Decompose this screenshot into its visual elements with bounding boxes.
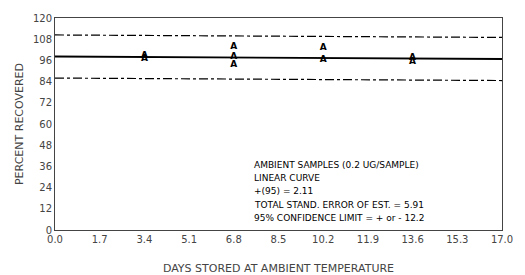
svg-text:LINEAR CURVE: LINEAR CURVE <box>254 173 320 183</box>
svg-text:1.7: 1.7 <box>92 234 108 245</box>
svg-text:8.5: 8.5 <box>271 234 287 245</box>
svg-text:96: 96 <box>39 55 52 66</box>
svg-text:12: 12 <box>39 203 52 214</box>
svg-text:+(95) = 2.11: +(95) = 2.11 <box>254 186 313 196</box>
svg-text:AMBIENT SAMPLES (0.2 UG/SAMPLE: AMBIENT SAMPLES (0.2 UG/SAMPLE) <box>254 160 419 170</box>
svg-text:DAYS STORED AT AMBIENT TEMPERA: DAYS STORED AT AMBIENT TEMPERATURE <box>163 262 394 275</box>
svg-text:A: A <box>320 42 327 52</box>
svg-text:A: A <box>141 53 148 63</box>
svg-text:A: A <box>230 59 237 69</box>
svg-text:A: A <box>320 54 327 64</box>
svg-text:17.0: 17.0 <box>491 234 513 245</box>
svg-text:PERCENT RECOVERED: PERCENT RECOVERED <box>13 63 26 185</box>
svg-text:0.0: 0.0 <box>47 234 63 245</box>
svg-text:TOTAL STAND. ERROR OF EST. = 5: TOTAL STAND. ERROR OF EST. = 5.91 <box>254 200 424 210</box>
svg-text:A: A <box>409 56 416 66</box>
svg-text:11.9: 11.9 <box>357 234 379 245</box>
svg-text:84: 84 <box>39 76 52 87</box>
svg-text:A: A <box>409 52 416 62</box>
svg-text:0: 0 <box>46 225 52 236</box>
svg-text:48: 48 <box>39 140 52 151</box>
svg-text:5.1: 5.1 <box>181 234 197 245</box>
svg-text:10.2: 10.2 <box>312 234 334 245</box>
svg-text:3.4: 3.4 <box>136 234 152 245</box>
svg-text:72: 72 <box>39 97 52 108</box>
svg-text:6.8: 6.8 <box>226 234 242 245</box>
svg-text:108: 108 <box>33 34 52 45</box>
svg-text:15.3: 15.3 <box>446 234 468 245</box>
svg-text:24: 24 <box>39 182 52 193</box>
svg-text:A: A <box>230 41 237 51</box>
svg-text:36: 36 <box>39 161 52 172</box>
svg-text:120: 120 <box>33 13 52 24</box>
svg-text:95% CONFIDENCE LIMIT = + or -: 95% CONFIDENCE LIMIT = + or - 12.2 <box>254 213 424 223</box>
svg-text:13.6: 13.6 <box>401 234 423 245</box>
svg-text:A: A <box>141 50 148 60</box>
svg-text:A: A <box>230 51 237 61</box>
svg-text:60: 60 <box>39 119 52 130</box>
